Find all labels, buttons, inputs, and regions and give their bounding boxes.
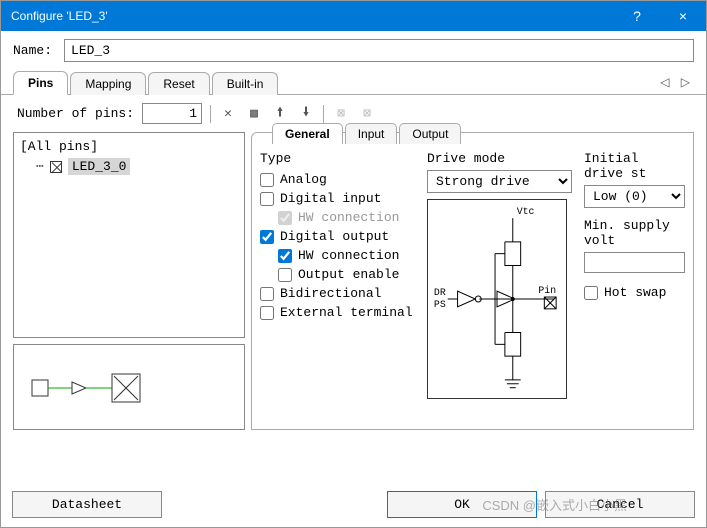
cancel-button[interactable]: Cancel [545,491,695,518]
subtab-input[interactable]: Input [345,123,398,144]
grid-icon[interactable]: ▩ [245,105,263,123]
pin-icon [50,161,62,173]
symbol-preview [13,344,245,430]
drive-column: Drive mode Strong drive Vtc DR PS [427,151,572,403]
analog-check[interactable]: Analog [260,170,415,189]
svg-text:PS: PS [434,299,446,310]
type-title: Type [260,151,415,166]
external-terminal-check[interactable]: External terminal [260,303,415,322]
up-icon[interactable]: 🠙 [271,105,289,123]
digital-output-check[interactable]: Digital output [260,227,415,246]
main-area: [All pins] ⋯ LED_3_0 General Input Outp [1,132,706,430]
general-panel: Type Analog Digital input HW connection … [260,151,685,403]
drive-schematic: Vtc DR PS Pin [427,199,567,399]
tree-item[interactable]: ⋯ LED_3_0 [18,156,240,177]
drive-mode-select[interactable]: Strong drive [427,170,572,193]
tool2-icon[interactable]: ⊠ [358,105,376,123]
pin-count-input[interactable] [142,103,202,124]
subtab-general[interactable]: General [272,123,343,144]
drive-title: Drive mode [427,151,572,166]
tab-reset[interactable]: Reset [148,72,209,95]
svg-text:Vtc: Vtc [517,206,535,217]
bidirectional-check[interactable]: Bidirectional [260,284,415,303]
right-panel: General Input Output Type Analog Digital… [251,132,694,430]
init-column: Initial drive st Low (0) Min. supply vol… [584,151,685,403]
hotswap-check[interactable]: Hot swap [584,283,685,302]
name-row: Name: [1,31,706,70]
help-button[interactable]: ? [614,1,660,31]
type-column: Type Analog Digital input HW connection … [260,151,415,403]
minsupply-label: Min. supply volt [584,218,685,248]
hwconn-check[interactable]: HW connection [260,246,415,265]
svg-text:Pin: Pin [538,285,556,296]
left-column: [All pins] ⋯ LED_3_0 [13,132,245,430]
tool1-icon[interactable]: ⊠ [332,105,350,123]
tree-item-label: LED_3_0 [68,158,131,175]
sub-tab-strip: General Input Output [272,123,463,144]
initial-state-select[interactable]: Low (0) [584,185,685,208]
delete-icon[interactable]: ✕ [219,105,237,123]
svg-text:DR: DR [434,287,446,298]
digital-input-check[interactable]: Digital input [260,189,415,208]
datasheet-button[interactable]: Datasheet [12,491,162,518]
name-input[interactable] [64,39,694,62]
ok-button[interactable]: OK [387,491,537,518]
divider [210,105,211,123]
name-label: Name: [13,43,52,58]
title-bar: Configure 'LED_3' ? × [1,1,706,31]
subtab-output[interactable]: Output [399,123,461,144]
initial-label: Initial drive st [584,151,685,181]
footer: Datasheet OK Cancel [12,491,695,518]
tab-pins[interactable]: Pins [13,71,68,95]
pin-tree[interactable]: [All pins] ⋯ LED_3_0 [13,132,245,338]
minsupply-input[interactable] [584,252,685,273]
window-title: Configure 'LED_3' [11,9,614,23]
divider [323,105,324,123]
hwconn-disabled-check: HW connection [260,208,415,227]
down-icon[interactable]: 🠛 [297,105,315,123]
preview-svg [24,362,164,412]
main-tab-strip: Pins Mapping Reset Built-in ◁ ▷ [1,70,706,95]
tree-root[interactable]: [All pins] [18,137,240,156]
tab-builtin[interactable]: Built-in [212,72,279,95]
close-button[interactable]: × [660,1,706,31]
tab-nav-arrows[interactable]: ◁ ▷ [660,75,694,89]
output-enable-check[interactable]: Output enable [260,265,415,284]
pin-count-label: Number of pins: [17,106,134,121]
tab-mapping[interactable]: Mapping [70,72,146,95]
